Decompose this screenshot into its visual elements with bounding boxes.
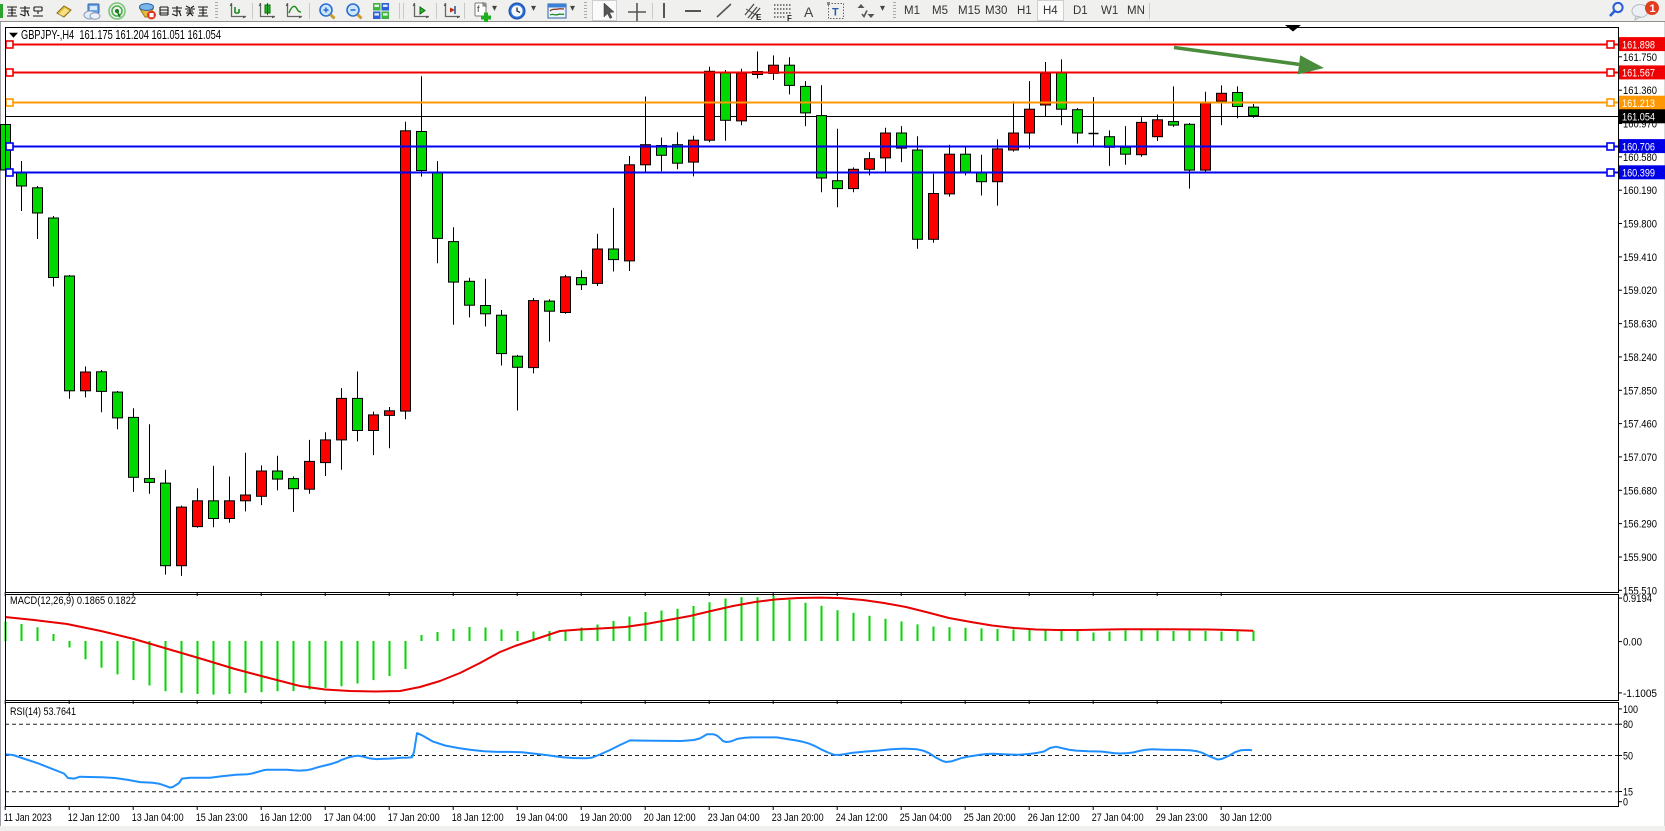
svg-text:157.460: 157.460 [1623, 419, 1657, 431]
svg-text:156.680: 156.680 [1623, 485, 1657, 497]
svg-text:1: 1 [1650, 3, 1656, 15]
svg-text:26 Jan 12:00: 26 Jan 12:00 [1028, 812, 1080, 824]
svg-text:16 Jan 12:00: 16 Jan 12:00 [260, 812, 312, 824]
svg-text:19 Jan 20:00: 19 Jan 20:00 [580, 812, 632, 824]
svg-text:160.580: 160.580 [1623, 152, 1657, 164]
svg-text:17 Jan 20:00: 17 Jan 20:00 [388, 812, 440, 824]
svg-text:23 Jan 20:00: 23 Jan 20:00 [772, 812, 824, 824]
svg-text:15: 15 [1623, 787, 1633, 799]
svg-text:18 Jan 12:00: 18 Jan 12:00 [452, 812, 504, 824]
svg-text:158.240: 158.240 [1623, 352, 1657, 364]
svg-text:f: f [477, 4, 480, 14]
svg-text:161.213: 161.213 [1622, 98, 1655, 110]
svg-text:F: F [787, 14, 792, 23]
svg-text:161.567: 161.567 [1622, 68, 1655, 80]
svg-text:20 Jan 12:00: 20 Jan 12:00 [644, 812, 696, 824]
svg-text:155.900: 155.900 [1623, 552, 1657, 564]
svg-text:25 Jan 04:00: 25 Jan 04:00 [900, 812, 952, 824]
svg-text:MACD(12,26,9) 0.1865 0.1822: MACD(12,26,9) 0.1865 0.1822 [10, 595, 136, 607]
svg-text:50: 50 [1623, 751, 1633, 763]
svg-text:RSI(14) 53.7641: RSI(14) 53.7641 [10, 706, 76, 718]
svg-text:159.800: 159.800 [1623, 219, 1657, 231]
svg-text:12 Jan 12:00: 12 Jan 12:00 [68, 812, 120, 824]
svg-text:17 Jan 04:00: 17 Jan 04:00 [324, 812, 376, 824]
svg-text:160.399: 160.399 [1622, 168, 1655, 180]
svg-text:23 Jan 04:00: 23 Jan 04:00 [708, 812, 760, 824]
svg-text:159.020: 159.020 [1623, 285, 1657, 297]
svg-text:158.630: 158.630 [1623, 319, 1657, 331]
svg-text:160.190: 160.190 [1623, 185, 1657, 197]
svg-text:80: 80 [1623, 719, 1633, 731]
svg-text:0: 0 [1623, 797, 1628, 809]
svg-text:100: 100 [1623, 704, 1638, 716]
svg-text:155.510: 155.510 [1623, 585, 1657, 597]
svg-text:160.706: 160.706 [1622, 141, 1655, 153]
svg-text:E: E [756, 13, 762, 22]
svg-text:13 Jan 04:00: 13 Jan 04:00 [132, 812, 184, 824]
svg-text:24 Jan 12:00: 24 Jan 12:00 [836, 812, 888, 824]
svg-text:25 Jan 20:00: 25 Jan 20:00 [964, 812, 1016, 824]
svg-text:157.070: 157.070 [1623, 452, 1657, 464]
svg-text:157.850: 157.850 [1623, 385, 1657, 397]
svg-text:GBPJPY-,H4 161.175 161.204 16: GBPJPY-,H4 161.175 161.204 161.051 161.0… [21, 28, 221, 42]
svg-text:11 Jan 2023: 11 Jan 2023 [4, 812, 52, 824]
svg-text:15 Jan 23:00: 15 Jan 23:00 [196, 812, 248, 824]
svg-text:27 Jan 04:00: 27 Jan 04:00 [1092, 812, 1144, 824]
svg-text:161.898: 161.898 [1622, 39, 1655, 51]
svg-text:19 Jan 04:00: 19 Jan 04:00 [516, 812, 568, 824]
svg-text:T: T [832, 7, 839, 19]
svg-text:0.9194: 0.9194 [1623, 593, 1652, 605]
svg-text:156.290: 156.290 [1623, 519, 1657, 531]
svg-text:161.054: 161.054 [1622, 112, 1655, 124]
svg-text:30 Jan 12:00: 30 Jan 12:00 [1220, 812, 1272, 824]
svg-text:159.410: 159.410 [1623, 252, 1657, 264]
svg-text:161.360: 161.360 [1623, 85, 1657, 97]
svg-text:0.00: 0.00 [1623, 637, 1642, 649]
svg-text:-1.1005: -1.1005 [1623, 688, 1657, 700]
svg-text:161.750: 161.750 [1623, 52, 1657, 64]
svg-text:29 Jan 23:00: 29 Jan 23:00 [1156, 812, 1208, 824]
